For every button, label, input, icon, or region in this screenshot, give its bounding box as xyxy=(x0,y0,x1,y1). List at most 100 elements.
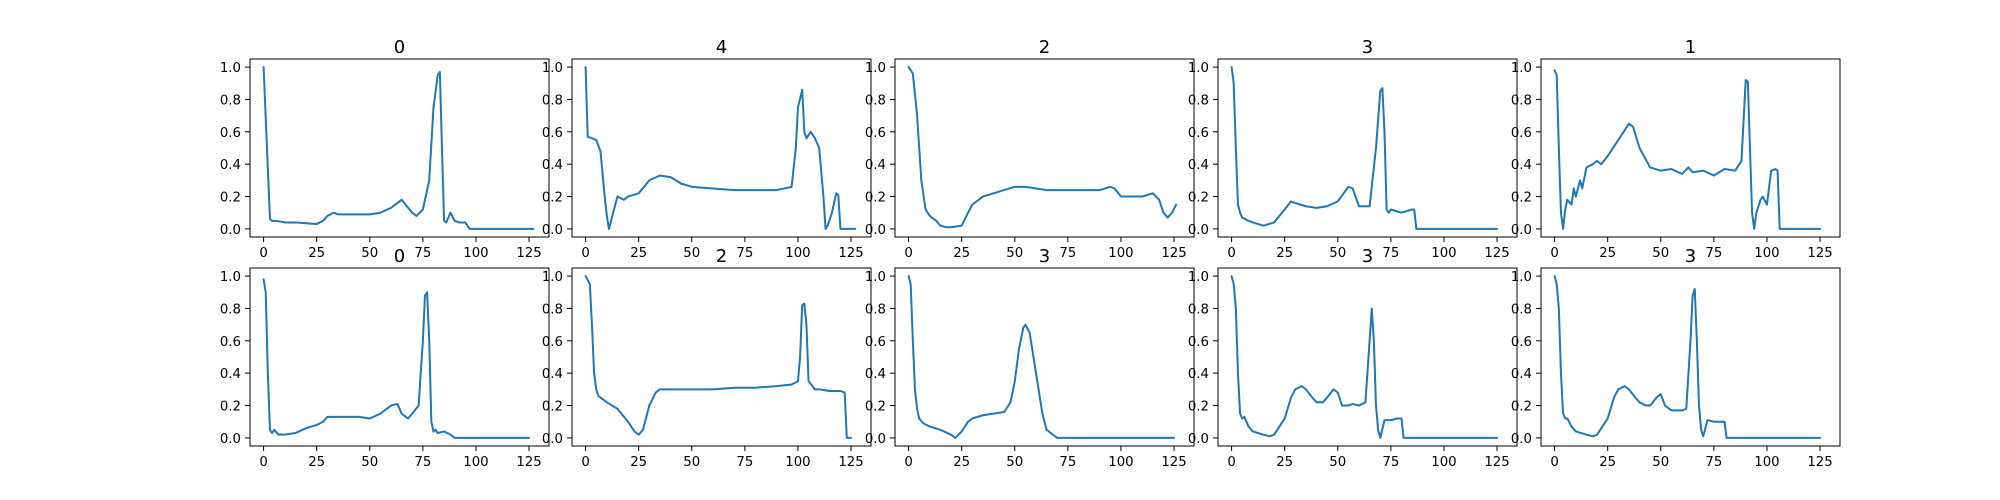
x-tick-label: 0 xyxy=(1227,455,1235,470)
y-tick-label: 0.6 xyxy=(865,335,886,350)
y-tick-label: 0.8 xyxy=(1188,302,1209,317)
series-line xyxy=(584,66,857,230)
subplot-1: 0 25 50 75 100 125 0.0 0.2 0.4 0.6 0.8 1.0 0 xyxy=(220,37,550,261)
x-tick-label: 50 xyxy=(1006,455,1023,470)
y-tick-label: 0.2 xyxy=(865,191,886,206)
y-tick-label: 0.6 xyxy=(1511,335,1532,350)
x-tick-label: 125 xyxy=(1161,246,1186,261)
x-tick-label: 125 xyxy=(838,455,863,470)
x-tick-label: 125 xyxy=(1484,455,1509,470)
x-tick-label: 125 xyxy=(1161,455,1186,470)
y-tick-label: 0.4 xyxy=(865,367,886,382)
x-tick-label: 25 xyxy=(1276,455,1293,470)
subplot-title: 2 xyxy=(716,246,727,267)
x-tick-label: 0 xyxy=(1550,455,1558,470)
series-line xyxy=(1230,66,1499,230)
subplot-title: 0 xyxy=(394,246,405,267)
x-tick-label: 0 xyxy=(904,246,912,261)
y-tick-label: 0.2 xyxy=(220,400,241,415)
x-tick-label: 100 xyxy=(1431,246,1456,261)
x-tick-label: 50 xyxy=(1652,246,1669,261)
x-tick-label: 0 xyxy=(259,455,267,470)
subplot-4: 0 25 50 75 100 125 0.0 0.2 0.4 0.6 0.8 1.0 3 xyxy=(1188,37,1518,261)
y-tick-label: 0.4 xyxy=(220,158,241,173)
x-tick-label: 100 xyxy=(1431,455,1456,470)
y-tick-label: 0.2 xyxy=(1511,400,1532,415)
x-tick-label: 75 xyxy=(1059,246,1076,261)
y-tick-label: 0.2 xyxy=(1188,191,1209,206)
y-tick-label: 0.4 xyxy=(542,367,563,382)
x-tick-label: 25 xyxy=(1599,455,1616,470)
subplot-title: 3 xyxy=(1362,37,1373,58)
x-tick-label: 50 xyxy=(1329,455,1346,470)
x-tick-label: 25 xyxy=(308,455,325,470)
x-tick-label: 50 xyxy=(1652,455,1669,470)
y-tick-label: 0.4 xyxy=(1188,367,1209,382)
x-tick-label: 0 xyxy=(259,246,267,261)
y-tick-label: 1.0 xyxy=(865,61,886,76)
y-tick-label: 0.2 xyxy=(220,191,241,206)
y-tick-label: 1.0 xyxy=(542,61,563,76)
axes-frame xyxy=(1540,267,1841,447)
x-tick-label: 25 xyxy=(630,246,647,261)
subplot-title: 4 xyxy=(716,37,727,58)
subplot-title: 3 xyxy=(1362,246,1373,267)
x-tick-label: 25 xyxy=(953,246,970,261)
x-tick-label: 50 xyxy=(361,455,378,470)
axes-frame xyxy=(894,267,1195,447)
y-tick-label: 0.8 xyxy=(1511,302,1532,317)
y-tick-label: 1.0 xyxy=(1511,61,1532,76)
subplot-title: 3 xyxy=(1039,246,1050,267)
x-tick-label: 125 xyxy=(1807,246,1832,261)
x-tick-label: 100 xyxy=(1754,246,1779,261)
y-tick-label: 1.0 xyxy=(220,61,241,76)
series-line xyxy=(262,66,535,230)
subplot-7: 0 25 50 75 100 125 0.0 0.2 0.4 0.6 0.8 1.0 2 xyxy=(542,246,872,470)
y-tick-label: 1.0 xyxy=(220,270,241,285)
subplot-10: 0 25 50 75 100 125 0.0 0.2 0.4 0.6 0.8 1.0 3 xyxy=(1511,246,1841,470)
x-tick-label: 100 xyxy=(1754,455,1779,470)
x-tick-label: 25 xyxy=(630,455,647,470)
y-tick-label: 0.8 xyxy=(542,93,563,108)
y-tick-label: 1.0 xyxy=(1188,61,1209,76)
x-tick-label: 25 xyxy=(1276,246,1293,261)
y-tick-label: 0.0 xyxy=(542,432,563,447)
subplot-title: 2 xyxy=(1039,37,1050,58)
axes-frame xyxy=(1217,58,1518,238)
subplot-5: 0 25 50 75 100 125 0.0 0.2 0.4 0.6 0.8 1.0 1 xyxy=(1511,37,1841,261)
y-tick-label: 0.4 xyxy=(1511,158,1532,173)
y-tick-label: 0.0 xyxy=(865,432,886,447)
subplot-8: 0 25 50 75 100 125 0.0 0.2 0.4 0.6 0.8 1.0 3 xyxy=(865,246,1195,470)
y-tick-label: 0.0 xyxy=(1511,432,1532,447)
y-tick-label: 0.4 xyxy=(1188,158,1209,173)
axes-frame xyxy=(1217,267,1518,447)
y-tick-label: 0.8 xyxy=(1511,93,1532,108)
y-tick-label: 0.4 xyxy=(865,158,886,173)
x-tick-label: 75 xyxy=(1382,246,1399,261)
x-tick-label: 75 xyxy=(1705,246,1722,261)
series-line xyxy=(1230,275,1499,439)
y-tick-label: 0.8 xyxy=(220,93,241,108)
axes-frame xyxy=(249,267,550,447)
x-tick-label: 75 xyxy=(414,246,431,261)
x-tick-label: 50 xyxy=(1006,246,1023,261)
x-tick-label: 100 xyxy=(785,455,810,470)
y-tick-label: 0.8 xyxy=(1188,93,1209,108)
y-tick-label: 0.6 xyxy=(220,126,241,141)
y-tick-label: 0.2 xyxy=(865,400,886,415)
x-tick-label: 125 xyxy=(1807,455,1832,470)
series-line xyxy=(907,275,1176,439)
subplot-2: 0 25 50 75 100 125 0.0 0.2 0.4 0.6 0.8 1.0 4 xyxy=(542,37,872,261)
series-line xyxy=(1553,275,1822,439)
x-tick-label: 100 xyxy=(463,455,488,470)
x-tick-label: 0 xyxy=(904,455,912,470)
x-tick-label: 100 xyxy=(463,246,488,261)
x-tick-label: 0 xyxy=(581,455,589,470)
y-tick-label: 0.0 xyxy=(220,432,241,447)
x-tick-label: 0 xyxy=(1227,246,1235,261)
y-tick-label: 0.8 xyxy=(542,302,563,317)
y-tick-label: 0.6 xyxy=(1511,126,1532,141)
y-tick-label: 0.8 xyxy=(220,302,241,317)
subplot-title: 1 xyxy=(1685,37,1696,58)
